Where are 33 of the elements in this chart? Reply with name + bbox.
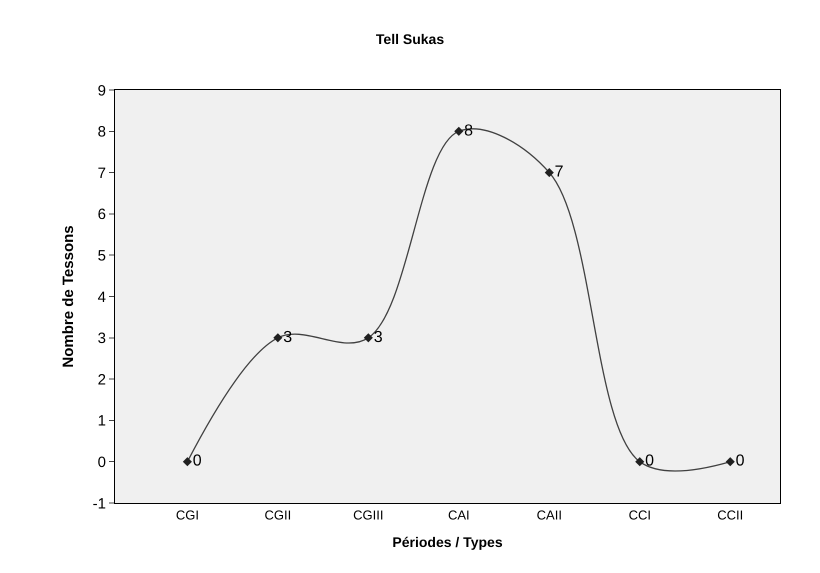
y-tick-label: 3: [98, 330, 106, 348]
x-tick-label: CGI: [176, 508, 199, 523]
point: [364, 333, 373, 342]
data-label: 0: [645, 452, 654, 470]
data-label: 0: [192, 452, 202, 470]
x-tick-label: CCII: [717, 508, 744, 523]
point: [273, 333, 282, 342]
data-label: 7: [554, 164, 564, 181]
data-label: 0: [736, 452, 745, 470]
chart-title: Tell Sukas: [376, 31, 444, 48]
data-label: 3: [374, 328, 383, 346]
x-tick-label: CGIII: [353, 508, 384, 523]
y-axis-title: Nombre de Tessons: [60, 225, 77, 368]
point: [635, 457, 644, 466]
y-tick-label: 7: [98, 164, 106, 182]
y-tick-label: 8: [98, 124, 106, 141]
y-tick-label: -1: [92, 495, 106, 512]
x-tick-label: CAII: [536, 508, 562, 523]
point: [726, 457, 735, 466]
point: [454, 126, 464, 136]
y-tick-label: 9: [98, 82, 106, 100]
y-tick-label: 0: [98, 454, 106, 471]
point: [544, 168, 554, 178]
x-tick-label: CCI: [628, 508, 651, 523]
y-tick-label: 4: [98, 288, 106, 306]
y-tick-label: 5: [98, 247, 106, 264]
x-tick-label: CAI: [448, 508, 470, 523]
y-tick-label: 2: [98, 371, 106, 388]
x-tick-label: CGII: [264, 508, 292, 523]
x-axis-title: Périodes / Types: [392, 534, 503, 550]
y-tick-label: 1: [98, 412, 106, 430]
y-tick-label: 6: [98, 206, 106, 224]
point: [182, 457, 192, 466]
